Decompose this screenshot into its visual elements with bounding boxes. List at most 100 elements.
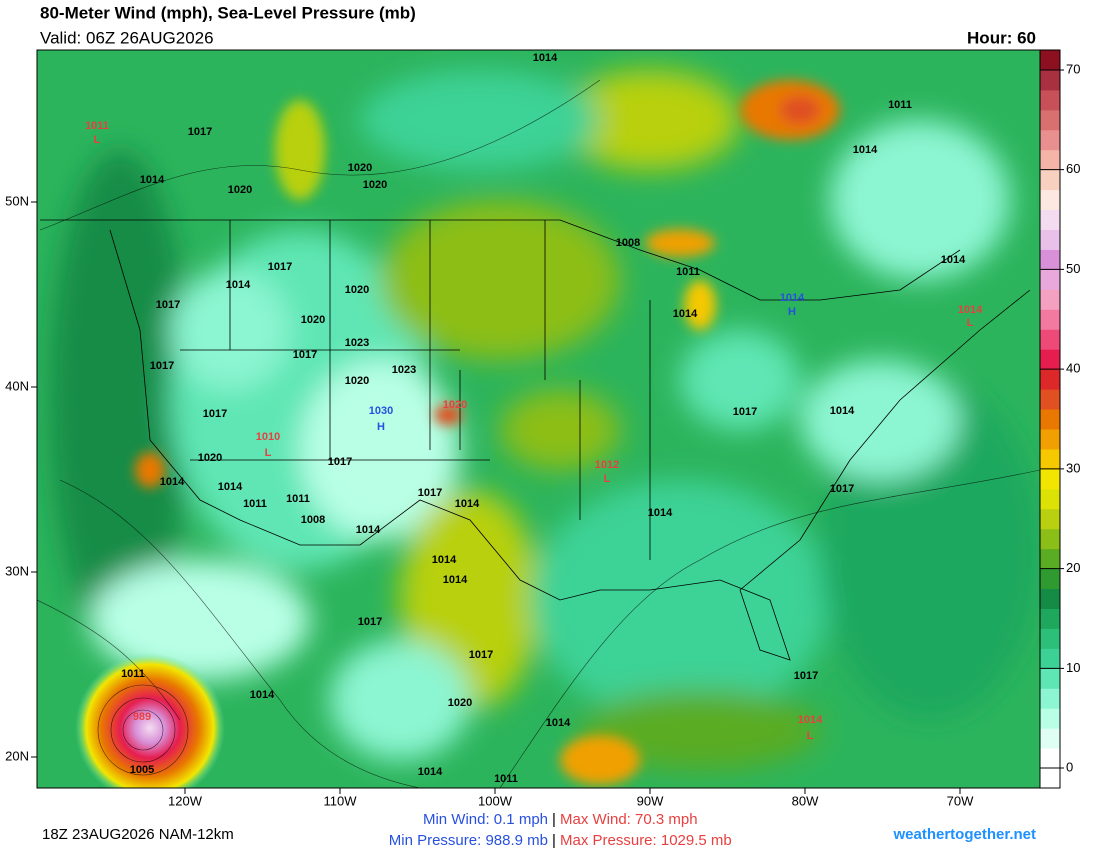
- isobar-label: 1020: [198, 452, 222, 464]
- colorbar-swatch: [1040, 409, 1060, 430]
- valid-time: Valid: 06Z 26AUG2026: [40, 28, 214, 47]
- separator: |: [552, 811, 556, 828]
- lat-tick-label: 30N: [5, 563, 29, 578]
- colorbar-swatch: [1040, 448, 1060, 470]
- isobar-label: 1011: [85, 120, 109, 132]
- isobar-label: 1014: [546, 717, 571, 729]
- min-pressure: Min Pressure: 988.9 mb: [389, 832, 548, 849]
- isobar-label: 1020: [363, 179, 387, 191]
- colorbar-tick-label: 60: [1066, 161, 1080, 176]
- colorbar-swatch: [1040, 249, 1060, 270]
- colorbar-swatch: [1040, 50, 1060, 71]
- colorbar-tick-label: 70: [1066, 61, 1080, 76]
- model-run: 18Z 23AUG2026 NAM-12km: [42, 826, 234, 843]
- colorbar-swatch: [1040, 708, 1060, 729]
- borders: [40, 219, 1031, 661]
- colorbar-swatch: [1040, 728, 1060, 749]
- isobar-label: 1023: [345, 337, 369, 349]
- colorbar-frame: [1039, 49, 1061, 789]
- max-pressure: Max Pressure: 1029.5 mb: [560, 832, 732, 849]
- pressure-center: L: [265, 447, 272, 459]
- colorbar-swatch: [1040, 548, 1060, 570]
- isobar-label: 1017: [733, 406, 757, 418]
- colorbar-swatch: [1040, 648, 1060, 669]
- title: 80-Meter Wind (mph), Sea-Level Pressure …: [40, 3, 416, 22]
- colorbar-swatch: [1040, 229, 1060, 250]
- isobar-label: 1014: [418, 766, 443, 778]
- colorbar-tick-label: 30: [1066, 460, 1080, 475]
- colorbar-tick-label: 20: [1066, 560, 1080, 575]
- colorbar-swatch: [1040, 389, 1060, 410]
- isobar-label: 1011: [243, 498, 267, 510]
- isobar-label: 1020: [345, 375, 369, 387]
- isobar-label: 1014: [958, 304, 983, 316]
- colorbar-swatch: [1040, 748, 1060, 769]
- colorbar-swatch: [1040, 329, 1060, 350]
- lon-tick-label: 120W: [168, 793, 203, 808]
- isobar-label: 1014: [226, 279, 251, 291]
- isobar-label: 1011: [121, 668, 145, 680]
- isobar-label: 1014: [780, 292, 805, 304]
- min-wind: Min Wind: 0.1 mph: [423, 811, 548, 828]
- isobar-label: 1014: [443, 574, 468, 586]
- pressure-center: L: [604, 473, 611, 485]
- isobar-label: 1014: [160, 476, 185, 488]
- site-name: weathertogether.net: [892, 826, 1036, 843]
- isobars: [37, 79, 1040, 788]
- map: [37, 50, 1040, 788]
- colorbar-swatch: [1040, 149, 1060, 171]
- isobar-label: 1017: [328, 456, 352, 468]
- colorbar-tick-label: 10: [1066, 660, 1080, 675]
- pressure-center: L: [967, 317, 974, 329]
- isobar-label: 1010: [256, 431, 280, 443]
- colorbar-swatch: [1040, 768, 1060, 789]
- isobar-label: 1011: [494, 773, 518, 785]
- colorbar-swatch: [1040, 369, 1060, 390]
- lon-tick-label: 70W: [947, 793, 974, 808]
- isobar-label: 1017: [418, 487, 442, 499]
- colorbar-tick-label: 50: [1066, 261, 1080, 276]
- colorbar-swatch: [1040, 508, 1060, 530]
- isobar-label: 1014: [455, 498, 480, 510]
- isobar-label: 1014: [140, 174, 165, 186]
- colorbar-swatch: [1040, 428, 1060, 450]
- lon-tick-label: 100W: [478, 793, 513, 808]
- colorbar-swatch: [1040, 488, 1060, 510]
- colorbar-swatch: [1040, 568, 1060, 590]
- isobar-label: 989: [133, 711, 151, 723]
- isobar-label: 1017: [358, 616, 382, 628]
- isobar-label: 1030: [369, 405, 393, 417]
- isobar-label: 1020: [228, 184, 252, 196]
- forecast-hour: Hour: 60: [967, 28, 1036, 47]
- isobar-label: 1014: [673, 308, 698, 320]
- isobar-label: 1017: [794, 670, 818, 682]
- colorbar-swatch: [1040, 628, 1060, 649]
- lat-tick-label: 40N: [5, 378, 29, 393]
- colorbar-swatch: [1040, 209, 1060, 231]
- colorbar-swatch: [1040, 189, 1060, 211]
- lon-tick-label: 90W: [637, 793, 664, 808]
- pressure-center: L: [807, 730, 814, 742]
- colorbar-tick-label: 0: [1066, 759, 1073, 774]
- pressure-center: H: [377, 421, 385, 433]
- isobar-label: 1008: [616, 237, 640, 249]
- isobar-label: 1014: [218, 481, 243, 493]
- isobar-label: 1014: [941, 254, 966, 266]
- colorbar-swatch: [1040, 349, 1060, 370]
- isobar-label: 1014: [533, 52, 558, 64]
- isobar-label: 1020: [345, 284, 369, 296]
- isobar-label: 1012: [595, 459, 619, 471]
- isobar-label: 1011: [676, 266, 700, 278]
- colorbar-swatch: [1040, 69, 1060, 91]
- isobar-label: 1017: [203, 408, 227, 420]
- isobar-label: 1011: [888, 99, 912, 111]
- isobar-label: 1020: [443, 399, 467, 411]
- isobar-label: 1020: [348, 162, 372, 174]
- colorbar-swatch: [1040, 269, 1060, 290]
- isobar-label: 1005: [130, 764, 154, 776]
- colorbar-swatch: [1040, 608, 1060, 629]
- isobar-label: 1020: [301, 314, 325, 326]
- separator: |: [552, 832, 556, 849]
- colorbar-swatch: [1040, 309, 1060, 330]
